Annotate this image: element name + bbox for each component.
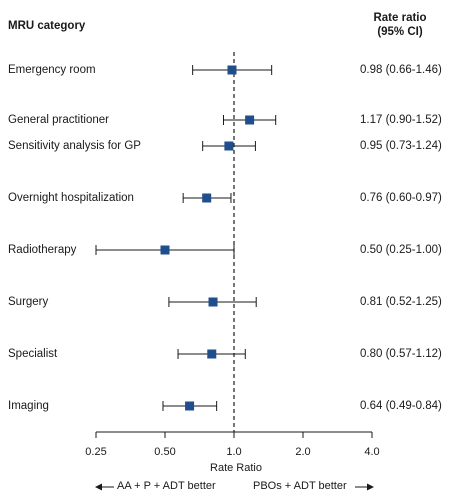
row-ci-value: 0.50 (0.25-1.00) bbox=[360, 244, 442, 256]
ratio-header-line2: (95% CI) bbox=[377, 26, 423, 38]
x-tick-label: 1.0 bbox=[226, 446, 242, 458]
row-label: General practitioner bbox=[8, 114, 109, 126]
row-label: Specialist bbox=[8, 348, 58, 360]
x-tick-label: 0.25 bbox=[85, 446, 107, 458]
column-header: MRU category bbox=[8, 20, 86, 32]
point-estimate bbox=[245, 115, 255, 125]
row-label: Overnight hospitalization bbox=[8, 192, 134, 204]
row-ci-value: 0.80 (0.57-1.12) bbox=[360, 348, 442, 360]
point-estimate bbox=[227, 65, 237, 75]
point-estimate bbox=[224, 141, 234, 151]
row-label: Emergency room bbox=[8, 64, 96, 76]
point-estimate bbox=[208, 297, 218, 307]
point-estimate bbox=[207, 349, 217, 359]
arrow-left-icon bbox=[95, 483, 102, 491]
x-tick-label: 2.0 bbox=[295, 446, 311, 458]
row-label: Radiotherapy bbox=[8, 244, 77, 256]
row-label: Surgery bbox=[8, 296, 49, 308]
x-tick-label: 4.0 bbox=[364, 446, 380, 458]
row-label: Sensitivity analysis for GP bbox=[8, 140, 141, 152]
row-ci-value: 0.98 (0.66-1.46) bbox=[360, 64, 442, 76]
row-ci-value: 0.95 (0.73-1.24) bbox=[360, 140, 442, 152]
ratio-column-header: Rate ratio (95% CI) bbox=[360, 11, 440, 39]
arrow-right-icon bbox=[367, 483, 374, 491]
favors-right-label: PBOs + ADT better bbox=[253, 480, 347, 492]
row-label: Imaging bbox=[8, 400, 49, 412]
point-estimate bbox=[185, 401, 195, 411]
point-estimate bbox=[160, 245, 170, 255]
row-ci-value: 0.64 (0.49-0.84) bbox=[360, 400, 442, 412]
point-estimate bbox=[202, 193, 212, 203]
x-tick-label: 0.50 bbox=[154, 446, 176, 458]
row-ci-value: 0.81 (0.52-1.25) bbox=[360, 296, 442, 308]
x-axis-label: Rate Ratio bbox=[210, 462, 262, 474]
ratio-header-line1: Rate ratio bbox=[373, 12, 427, 24]
favors-left-label: AA + P + ADT better bbox=[117, 480, 216, 492]
row-ci-value: 0.76 (0.60-0.97) bbox=[360, 192, 442, 204]
row-ci-value: 1.17 (0.90-1.52) bbox=[360, 114, 442, 126]
